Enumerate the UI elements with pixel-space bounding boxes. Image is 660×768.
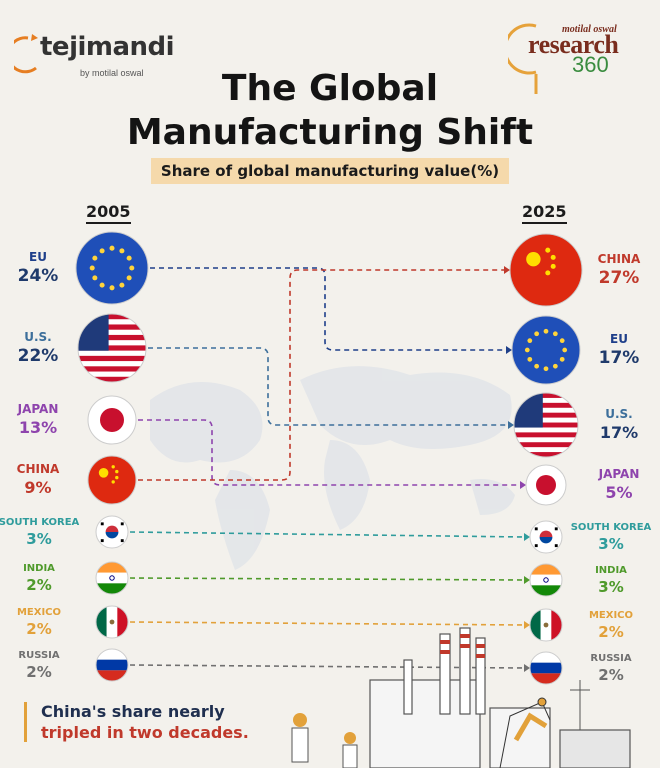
2025-name-india: INDIA [595, 565, 627, 576]
2025-name-russia: RUSSIA [590, 653, 632, 664]
2005-value-u-s-: 22% [17, 346, 59, 366]
2005-value-japan: 13% [18, 418, 58, 437]
india-flag-icon [95, 561, 129, 595]
2025-name-china: CHINA [597, 252, 641, 266]
south-korea-flag-icon [95, 515, 129, 549]
connector-india [129, 577, 525, 581]
2025-name-mexico: MEXICO [588, 610, 634, 621]
eu-flag-icon [511, 315, 581, 385]
2025-value-u-s-: 17% [599, 423, 639, 442]
us-flag-icon [77, 313, 147, 383]
connector-u-s- [148, 347, 508, 426]
2025-value-south-korea: 3% [598, 535, 624, 553]
brand-tagline: by motilal oswal [80, 68, 144, 78]
2005-value-russia: 2% [26, 663, 52, 681]
2005-name-u-s-: U.S. [24, 330, 52, 344]
2025-value-russia: 2% [598, 666, 624, 684]
arrowhead-eu [506, 346, 512, 354]
china-flag-icon [509, 233, 583, 307]
2005-value-china: 9% [24, 478, 52, 497]
subtitle-wrap: Share of global manufacturing value(%) [0, 158, 660, 184]
2005-value-mexico: 2% [26, 620, 52, 638]
2025-value-mexico: 2% [598, 623, 624, 641]
page-title-line2: Manufacturing Shift [126, 112, 534, 153]
page-title-line1: The Global [221, 68, 439, 109]
2005-value-india: 2% [26, 576, 52, 594]
mexico-flag-icon [95, 605, 129, 639]
2025-value-japan: 5% [605, 483, 633, 502]
eu-flag-icon [75, 231, 149, 305]
mexico-flag-icon [529, 608, 563, 642]
2025-name-eu: EU [610, 332, 628, 346]
arrowhead-china [504, 266, 510, 274]
brand-name: tejimandi [40, 32, 175, 62]
arrowhead-south-korea [524, 533, 530, 541]
china-flag-icon [87, 455, 137, 505]
factory-illustration [291, 627, 631, 768]
research-360-logo-icon [508, 23, 538, 94]
year-label-2005: 2005 [86, 202, 131, 224]
2005-name-mexico: MEXICO [16, 607, 62, 618]
insight-line1: China's share nearly [41, 702, 225, 721]
2025-value-india: 3% [598, 578, 624, 596]
2005-name-south-korea: SOUTH KOREA [0, 517, 80, 528]
insight-line2: tripled in two decades. [41, 723, 249, 742]
2005-value-eu: 24% [17, 266, 59, 286]
2025-value-china: 27% [598, 268, 640, 288]
2025-name-u-s-: U.S. [605, 407, 633, 421]
japan-flag-icon [87, 395, 137, 445]
insight-callout: China's share nearly tripled in two deca… [24, 702, 249, 742]
2005-name-china: CHINA [16, 462, 60, 476]
2005-value-south-korea: 3% [26, 530, 52, 548]
arrowhead-russia [524, 664, 530, 672]
2025-value-eu: 17% [598, 348, 640, 368]
2025-name-south-korea: SOUTH KOREA [570, 522, 652, 533]
tejimandi-logo-icon [14, 34, 38, 74]
us-flag-icon [513, 392, 579, 458]
research-brand-main: research [528, 30, 619, 59]
2005-name-russia: RUSSIA [18, 650, 60, 661]
russia-flag-icon [529, 651, 563, 685]
research-brand-number: 360 [572, 52, 609, 77]
2005-name-japan: JAPAN [17, 402, 59, 416]
2025-name-japan: JAPAN [598, 467, 640, 481]
russia-flag-icon [95, 648, 129, 682]
connector-russia [129, 664, 525, 669]
japan-flag-icon [525, 464, 567, 506]
arrowhead-mexico [524, 621, 530, 629]
south-korea-flag-icon [529, 520, 563, 554]
chart-subtitle: Share of global manufacturing value(%) [150, 158, 510, 184]
2005-name-india: INDIA [23, 563, 55, 574]
connector-japan [138, 419, 520, 486]
arrowhead-u-s- [508, 421, 514, 429]
research-brand-small: motilal oswal [562, 24, 617, 35]
connector-eu [150, 267, 506, 351]
connector-south-korea [129, 531, 525, 538]
arrowhead-japan [520, 481, 526, 489]
connector-china [138, 269, 504, 481]
2005-name-eu: EU [29, 250, 47, 264]
year-label-2025: 2025 [522, 202, 567, 224]
connector-mexico [129, 621, 525, 626]
arrowhead-india [524, 576, 530, 584]
india-flag-icon [529, 563, 563, 597]
